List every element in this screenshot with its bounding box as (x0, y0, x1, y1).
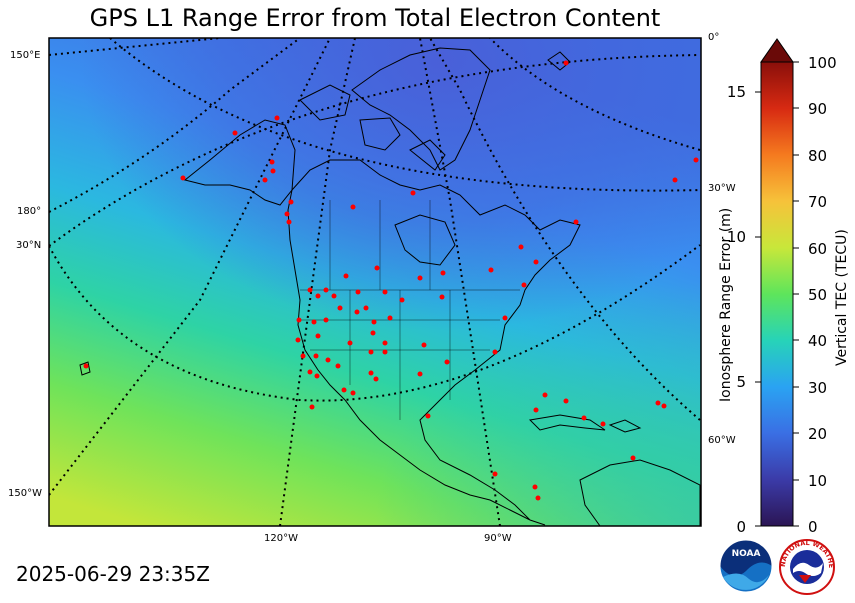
page-title: GPS L1 Range Error from Total Electron C… (89, 4, 661, 32)
tec-axis-label: Vertical TEC (TECU) (834, 229, 850, 366)
noaa-logo-text: NOAA (732, 549, 761, 559)
lon-90w-label: 90°W (484, 533, 512, 544)
lon-120w-label: 120°W (264, 533, 298, 544)
range-tick: 5 (736, 373, 746, 391)
lon-60w-label: 60°W (708, 435, 736, 446)
tec-tick: 10 (808, 472, 828, 490)
tec-tick: 70 (808, 193, 828, 211)
lon-150w-label: 150°W (8, 488, 42, 499)
lon-150e-label: 150°E (10, 50, 41, 61)
nws-logo: NATIONAL WEATHER SERVICE (779, 539, 835, 595)
tec-tick: 50 (808, 286, 828, 304)
range-tick: 0 (736, 518, 746, 536)
range-axis-label: Ionosphere Range Error (m) (718, 207, 734, 402)
tec-tick: 90 (808, 100, 828, 118)
tec-tick: 20 (808, 425, 828, 443)
range-tick: 10 (726, 228, 746, 246)
tec-tick: 100 (808, 54, 837, 72)
tec-tick: 40 (808, 332, 828, 350)
tec-tick: 60 (808, 240, 828, 258)
noaa-logo: NOAA (719, 539, 773, 593)
lon-0-label: 0° (708, 32, 720, 43)
lon-30w-label: 30°W (708, 183, 736, 194)
lon-180-label: 180° (17, 206, 42, 217)
timestamp: 2025-06-29 23:35Z (16, 562, 210, 586)
lat-30n-label: 30°N (16, 240, 42, 251)
tec-tick: 0 (808, 518, 818, 536)
range-tick: 15 (726, 83, 746, 101)
tec-tick: 30 (808, 379, 828, 397)
tec-tick: 80 (808, 147, 828, 165)
